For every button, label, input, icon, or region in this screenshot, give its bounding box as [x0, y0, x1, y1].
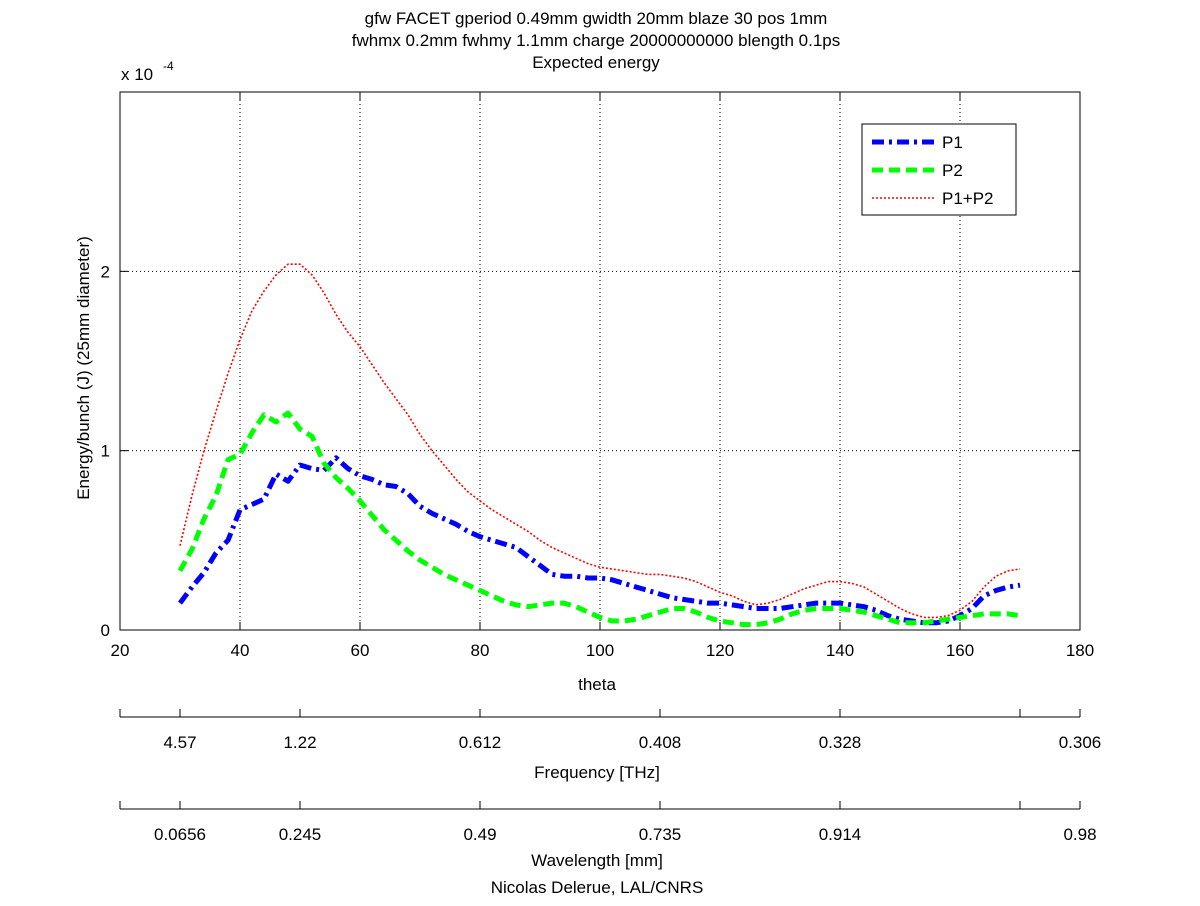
- y-exponent-power: -4: [163, 59, 174, 73]
- secondary-tick-label: 0.245: [279, 825, 322, 844]
- secondary-axis-label: Wavelength [mm]: [531, 851, 663, 870]
- secondary-axis-label: Frequency [THz]: [534, 763, 660, 782]
- x-tick-label: 60: [351, 641, 370, 660]
- secondary-tick-label: 0.0656: [154, 825, 206, 844]
- legend-label: P2: [942, 161, 963, 180]
- y-axis-label: Energy/bunch (J) (25mm diameter): [74, 236, 93, 500]
- x-tick-label: 120: [706, 641, 734, 660]
- legend-label: P1+P2: [942, 189, 994, 208]
- series-line-p2: [177, 410, 1021, 628]
- series-line-p1: [177, 455, 1021, 626]
- footer-credit: Nicolas Delerue, LAL/CNRS: [491, 878, 704, 897]
- axes: 20 40 60 80 100 120 140 160 180 0 1 2 theta Energy/bu…: [74, 59, 1094, 694]
- y-tick-label: 0: [101, 621, 110, 640]
- secondary-tick-label: 0.98: [1063, 825, 1096, 844]
- secondary-tick-label: 0.914: [819, 825, 862, 844]
- secondary-tick-label: 0.328: [819, 733, 862, 752]
- series-lines: [177, 263, 1021, 628]
- chart-title-line: Expected energy: [532, 53, 660, 72]
- legend: P1 P2 P1+P2: [861, 123, 1017, 216]
- x-axis-label: theta: [578, 675, 616, 694]
- grid: [120, 92, 1080, 630]
- legend-box: [861, 123, 1017, 216]
- x-tick-label: 180: [1066, 641, 1094, 660]
- y-exponent-base: x 10: [121, 65, 153, 84]
- chart-title: gfw FACET gperiod 0.49mm gwidth 20mm bla…: [352, 9, 841, 72]
- secondary-axes: 4.57 1.22 0.612 0.408 0.328 0.306 Frequency [T…: [119, 709, 1102, 870]
- chart-title-line: fwhmx 0.2mm fwhmy 1.1mm charge 200000000…: [352, 31, 841, 50]
- secondary-tick-label: 0.735: [639, 825, 682, 844]
- x-tick-label: 80: [471, 641, 490, 660]
- x-tick-label: 140: [826, 641, 854, 660]
- secondary-tick-label: 4.57: [163, 733, 196, 752]
- y-tick-label: 2: [101, 262, 110, 281]
- secondary-tick-label: 1.22: [283, 733, 316, 752]
- x-tick-label: 100: [586, 641, 614, 660]
- secondary-tick-label: 0.306: [1059, 733, 1102, 752]
- secondary-tick-label: 0.612: [459, 733, 502, 752]
- chart-title-line: gfw FACET gperiod 0.49mm gwidth 20mm bla…: [365, 9, 828, 28]
- x-tick-label: 20: [111, 641, 130, 660]
- x-tick-label: 40: [231, 641, 250, 660]
- secondary-tick-label: 0.408: [639, 733, 682, 752]
- y-tick-label: 1: [101, 442, 110, 461]
- legend-label: P1: [942, 133, 963, 152]
- x-tick-label: 160: [946, 641, 974, 660]
- secondary-tick-label: 0.49: [463, 825, 496, 844]
